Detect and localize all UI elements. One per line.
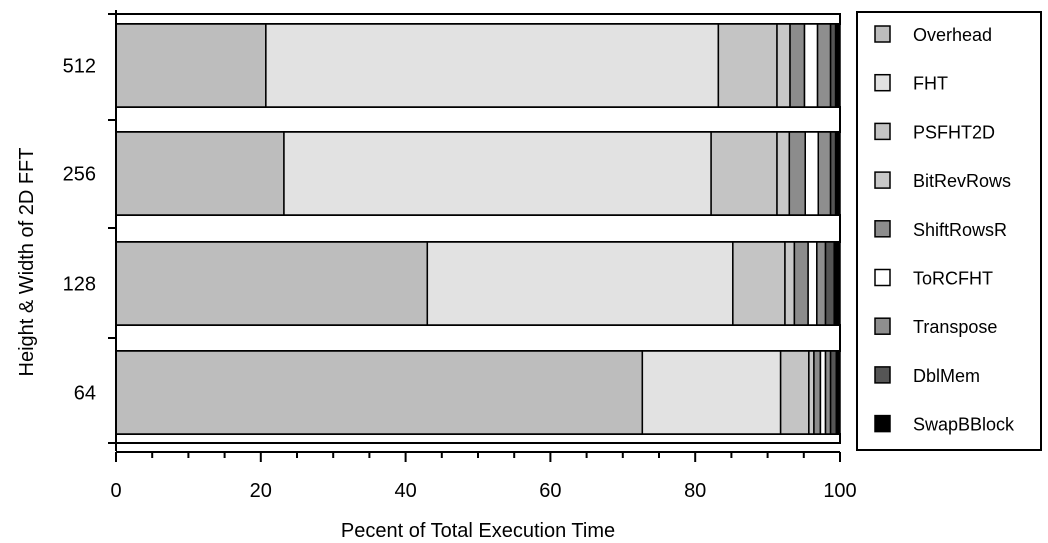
bar-segment-512-bitrevrows bbox=[776, 23, 791, 108]
x-axis-title: Pecent of Total Execution Time bbox=[341, 520, 615, 542]
legend-label-transpose: Transpose bbox=[913, 317, 997, 337]
bar-segment-256-swapbblock bbox=[834, 131, 841, 216]
bar-segment-512-swapbblock bbox=[834, 23, 841, 108]
bar-segment-256-fht bbox=[283, 131, 712, 216]
bar-segment-128-swapbblock bbox=[833, 241, 841, 326]
x-tick-label: 100 bbox=[823, 480, 856, 502]
bar-segment-512-shiftrowsr bbox=[789, 23, 806, 108]
bar-segment-64-shiftrowsr bbox=[813, 350, 822, 435]
legend-label-torcfht: ToRCFHT bbox=[913, 269, 993, 289]
x-tick-label: 60 bbox=[539, 480, 561, 502]
bar-segment-128-torcfht bbox=[807, 241, 818, 326]
bar-segment-128-psfht2d bbox=[732, 241, 786, 326]
bar-segment-64-dblmem bbox=[829, 350, 838, 435]
bar-segment-64-overhead bbox=[115, 350, 644, 435]
bar-segment-64-bitrevrows bbox=[808, 350, 815, 435]
bar-segment-256-shiftrowsr bbox=[788, 131, 806, 216]
x-tick-label: 20 bbox=[250, 480, 272, 502]
bar-segment-128-dblmem bbox=[824, 241, 835, 326]
bar-gap-band bbox=[115, 214, 841, 243]
bar-segment-512-dblmem bbox=[829, 23, 837, 108]
legend-swatch-swapbblock bbox=[874, 414, 891, 433]
bar-segment-256-dblmem bbox=[829, 131, 837, 216]
legend-label-dblmem: DblMem bbox=[913, 366, 980, 386]
legend-label-bitrevrows: BitRevRows bbox=[913, 171, 1011, 191]
x-tick-label: 80 bbox=[684, 480, 706, 502]
legend-label-swapbblock: SwapBBlock bbox=[913, 415, 1015, 435]
x-tick-label: 40 bbox=[394, 480, 416, 502]
bar-gap-band bbox=[115, 324, 841, 352]
legend-label-overhead: Overhead bbox=[913, 25, 992, 45]
bar-segment-256-transpose bbox=[817, 131, 832, 216]
legend-swatch-torcfht bbox=[874, 268, 891, 287]
bar-segment-128-shiftrowsr bbox=[793, 241, 809, 326]
bar-segment-128-bitrevrows bbox=[784, 241, 796, 326]
y-tick-label: 128 bbox=[63, 274, 96, 296]
bar-segment-128-overhead bbox=[115, 241, 429, 326]
y-tick-label: 256 bbox=[63, 164, 96, 186]
bar-segment-512-torcfht bbox=[803, 23, 819, 108]
bar-segment-64-psfht2d bbox=[779, 350, 810, 435]
bar-gap-band bbox=[115, 106, 841, 133]
bar-segment-256-torcfht bbox=[804, 131, 820, 216]
legend-swatch-fht bbox=[874, 73, 891, 92]
bar-gap-band bbox=[115, 13, 841, 25]
bar-segment-64-torcfht bbox=[819, 350, 827, 435]
bar-segment-256-bitrevrows bbox=[776, 131, 791, 216]
bar-segment-512-overhead bbox=[115, 23, 267, 108]
bars-group bbox=[115, 13, 841, 444]
bar-gap-band bbox=[115, 433, 841, 444]
legend-swatch-psfht2d bbox=[874, 122, 891, 141]
legend-swatch-overhead bbox=[874, 25, 891, 43]
bar-segment-256-overhead bbox=[115, 131, 285, 216]
bar-segment-512-psfht2d bbox=[717, 23, 778, 108]
legend: Overhead FHT PSFHT2D BitRevRows ShiftRowsR To… bbox=[856, 11, 1042, 451]
y-axis-title: Height & Width of 2D FFT bbox=[16, 148, 38, 377]
legend-swatch-bitrevrows bbox=[874, 171, 891, 189]
legend-label-fht: FHT bbox=[913, 74, 948, 94]
bar-segment-64-swapbblock bbox=[835, 350, 841, 435]
bar-segment-64-transpose bbox=[824, 350, 832, 435]
bar-segment-64-fht bbox=[641, 350, 782, 435]
axes-group: 512 256 128 64 0 20 40 60 80 100 bbox=[63, 10, 857, 502]
bar-segment-128-transpose bbox=[816, 241, 827, 326]
legend-label-psfht2d: PSFHT2D bbox=[913, 122, 995, 142]
bar-segment-128-fht bbox=[426, 241, 734, 326]
bar-segment-256-psfht2d bbox=[710, 131, 778, 216]
bar-segment-512-fht bbox=[265, 23, 720, 108]
y-tick-label: 512 bbox=[63, 56, 96, 78]
legend-swatch-shiftrowsr bbox=[874, 220, 891, 238]
bar-segment-512-transpose bbox=[816, 23, 832, 108]
legend-label-shiftrowsr: ShiftRowsR bbox=[913, 220, 1007, 240]
x-tick-label: 0 bbox=[110, 480, 121, 502]
legend-swatch-transpose bbox=[874, 317, 891, 335]
y-tick-label: 64 bbox=[74, 383, 96, 405]
legend-swatch-dblmem bbox=[874, 366, 891, 384]
